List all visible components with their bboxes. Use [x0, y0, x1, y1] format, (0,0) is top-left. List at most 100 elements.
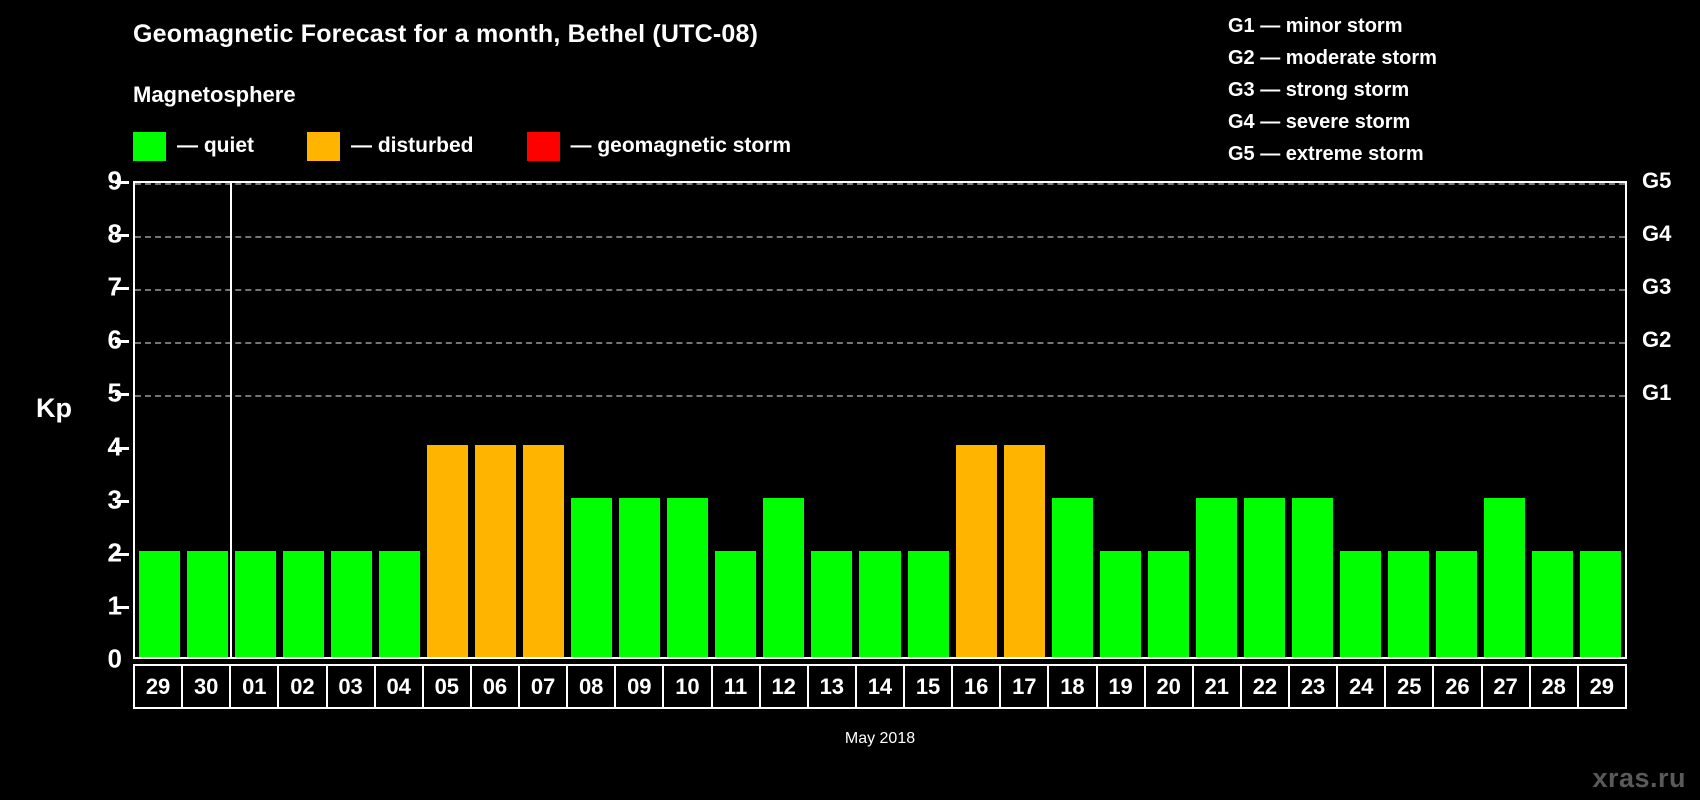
- orange-square-icon: [307, 131, 340, 161]
- bar: [1484, 497, 1526, 657]
- date-label: 08: [568, 666, 617, 707]
- date-label: 27: [1483, 666, 1531, 707]
- date-label: 26: [1434, 666, 1483, 707]
- gridline: [135, 342, 1625, 345]
- date-label: 24: [1338, 666, 1387, 707]
- right-axis-label: G3: [1642, 274, 1672, 300]
- y-axis-tick: [115, 552, 129, 556]
- bar: [1147, 550, 1189, 657]
- gridline: [135, 395, 1625, 398]
- watermark: xras.ru: [1592, 763, 1686, 793]
- date-label: 25: [1386, 666, 1435, 707]
- section-label-magnetosphere: Magnetosphere: [133, 82, 296, 107]
- legend: — quiet — disturbed — geomagnetic storm: [133, 131, 791, 161]
- bar: [667, 497, 709, 657]
- bar-cell: [1577, 183, 1625, 657]
- date-label: 19: [1098, 666, 1146, 707]
- bar-cell: [279, 183, 327, 657]
- bar: [811, 550, 853, 657]
- bar-cell: [1385, 183, 1433, 657]
- y-axis-tick-label: 8: [107, 218, 122, 249]
- bar-cell: [856, 183, 904, 657]
- date-label: 05: [424, 666, 472, 707]
- bar: [1436, 550, 1478, 657]
- bar-cell: [1144, 183, 1192, 657]
- legend-item-label: — disturbed: [351, 134, 474, 157]
- date-label: 04: [376, 666, 424, 707]
- date-label: 29: [1589, 673, 1615, 699]
- date-label: 14: [857, 666, 905, 707]
- bar: [1243, 497, 1285, 657]
- y-axis-tick: [115, 393, 129, 397]
- date-label: 10: [664, 666, 713, 707]
- bar-cell: [568, 183, 616, 657]
- date-label: 15: [905, 666, 954, 707]
- right-axis-label: G4: [1642, 221, 1672, 247]
- gridline: [135, 289, 1625, 292]
- date-label: 17: [1001, 666, 1050, 707]
- bar-cell: [520, 183, 568, 657]
- bar: [378, 550, 420, 657]
- legend-item: — disturbed: [307, 131, 474, 161]
- bar: [474, 444, 516, 657]
- legend-item-label: — quiet: [177, 134, 254, 157]
- y-axis-tick-label: 3: [107, 484, 122, 515]
- bar-cell: [1000, 183, 1048, 657]
- bar-cell: [327, 183, 375, 657]
- storm-scale-line: G4 — severe storm: [1228, 111, 1411, 133]
- storm-scale-line: G1 — minor storm: [1228, 15, 1403, 37]
- bar-cell: [1096, 183, 1144, 657]
- bar: [619, 497, 661, 657]
- bar-cell: [1048, 183, 1096, 657]
- bar: [523, 444, 565, 657]
- date-label: 13: [809, 666, 857, 707]
- date-label: 18: [1049, 666, 1098, 707]
- bar: [234, 550, 276, 657]
- bar-cell: [1433, 183, 1481, 657]
- bar: [571, 497, 613, 657]
- legend-item: — quiet: [133, 131, 254, 161]
- y-axis-tick: [115, 499, 129, 503]
- bar: [1580, 550, 1622, 657]
- bar: [955, 444, 997, 657]
- y-axis-tick-label: 5: [107, 377, 122, 408]
- bar: [1388, 550, 1430, 657]
- right-axis-label: G1: [1642, 380, 1672, 406]
- y-axis-tick-label: 7: [107, 271, 122, 302]
- gridline: [135, 183, 1625, 185]
- date-label: 07: [520, 666, 569, 707]
- date-label: 11: [713, 666, 761, 707]
- date-label: 16: [953, 666, 1002, 707]
- legend-item: — geomagnetic storm: [526, 131, 791, 161]
- date-label: 20: [1146, 666, 1194, 707]
- bar-cell: [1337, 183, 1385, 657]
- bar: [715, 550, 757, 657]
- bar-cell: [808, 183, 856, 657]
- y-axis-tick-label: 0: [107, 643, 122, 674]
- bar: [1340, 550, 1382, 657]
- bar: [763, 497, 805, 657]
- bar-cell: [1192, 183, 1240, 657]
- date-label: 12: [761, 666, 809, 707]
- bar: [330, 550, 372, 657]
- green-square-icon: [133, 131, 166, 161]
- gridline: [135, 236, 1625, 239]
- bar-cell: [1289, 183, 1337, 657]
- date-label: 01: [231, 666, 280, 707]
- date-label: 29: [135, 666, 184, 707]
- y-axis-tick: [115, 340, 129, 344]
- y-axis-tick: [115, 287, 129, 291]
- bar: [282, 550, 324, 657]
- date-label: 22: [1242, 666, 1290, 707]
- bar: [1195, 497, 1237, 657]
- storm-scale-legend: G1 — minor storm G2 — moderate storm G3 — …: [1228, 10, 1437, 170]
- date-label: 09: [616, 666, 665, 707]
- date-label: 30: [183, 666, 232, 707]
- date-label: 03: [328, 666, 376, 707]
- bar: [907, 550, 949, 657]
- x-axis-title: May 2018: [133, 730, 1627, 748]
- bar-cell: [1481, 183, 1529, 657]
- date-label: 21: [1194, 666, 1242, 707]
- month-label: May 2018: [844, 730, 916, 747]
